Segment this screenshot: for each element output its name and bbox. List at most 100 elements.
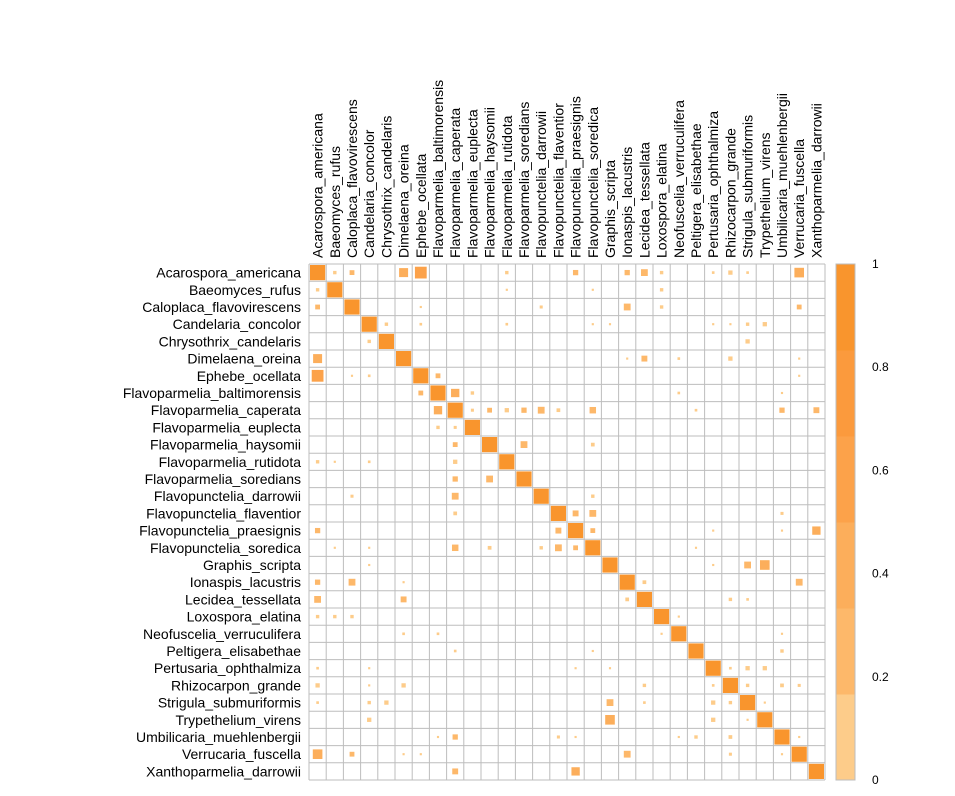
- row-label: Trypethelium_virens: [175, 712, 301, 728]
- correlation-cell: [396, 351, 412, 367]
- correlation-cell: [350, 614, 354, 619]
- correlation-cell: [430, 385, 446, 401]
- column-label: Umbilicaria_muehlenbergii: [774, 93, 790, 258]
- correlation-cell: [728, 700, 733, 705]
- correlation-cell: [711, 717, 716, 722]
- correlation-cell: [368, 563, 371, 567]
- correlation-cell: [572, 269, 579, 276]
- correlation-cell: [574, 735, 577, 739]
- correlation-cell: [505, 322, 509, 326]
- correlation-cell: [350, 374, 354, 377]
- legend-tick-label: 0.8: [872, 360, 889, 374]
- correlation-cell: [796, 304, 802, 310]
- row-label: Flavopunctelia_darrowii: [154, 488, 301, 504]
- correlation-cell: [349, 751, 355, 757]
- correlation-cell: [780, 632, 784, 635]
- correlation-cell: [712, 529, 715, 532]
- correlation-cell: [333, 546, 336, 549]
- correlation-cell: [464, 419, 480, 435]
- row-label: Umbilicaria_muehlenbergii: [136, 729, 301, 745]
- row-label: Pertusaria_ophthalmiza: [154, 660, 301, 676]
- correlation-cell: [310, 265, 326, 281]
- column-label: Verrucaria_fuscella: [791, 139, 807, 258]
- correlation-cell: [798, 735, 801, 739]
- correlation-cell: [470, 391, 475, 395]
- correlation-cell: [573, 545, 579, 551]
- correlation-cell: [779, 407, 785, 413]
- column-label: Loxospora_elatina: [654, 143, 670, 258]
- correlation-cell: [763, 701, 766, 704]
- correlation-cell: [694, 735, 698, 739]
- correlation-cell: [641, 269, 648, 276]
- correlation-cell: [660, 632, 663, 635]
- column-label: Strigula_submuriformis: [740, 115, 756, 258]
- correlation-cell: [791, 746, 807, 762]
- correlation-cell: [591, 494, 595, 498]
- correlation-cell: [419, 322, 423, 326]
- correlation-cell: [313, 354, 323, 364]
- correlation-cell: [533, 488, 549, 504]
- correlation-cell: [521, 407, 527, 413]
- row-label: Acarospora_americana: [156, 265, 301, 281]
- correlation-cell: [367, 700, 371, 705]
- correlation-cell: [780, 529, 784, 532]
- correlation-cell: [606, 699, 614, 706]
- correlation-cell: [384, 322, 389, 326]
- column-label: Rhizocarpon_grande: [722, 128, 738, 258]
- correlation-cell: [452, 476, 458, 482]
- correlation-cell: [694, 546, 698, 549]
- correlation-cell: [368, 667, 371, 670]
- row-label: Flavoparmelia_rutidota: [159, 454, 302, 470]
- correlation-cell: [757, 712, 773, 728]
- correlation-cell: [608, 323, 612, 326]
- column-label: Caloplaca_flavovirescens: [344, 99, 360, 258]
- legend-tick-label: 0.6: [872, 463, 889, 477]
- correlation-cell: [451, 388, 460, 398]
- correlation-cell: [602, 557, 618, 573]
- correlation-cell: [384, 700, 389, 705]
- correlation-cell: [555, 544, 562, 552]
- correlation-cell: [671, 626, 687, 642]
- correlation-cell: [585, 540, 601, 556]
- correlation-cell: [516, 471, 532, 487]
- row-label: Flavopunctelia_praesignis: [139, 523, 301, 539]
- correlation-cell: [795, 578, 803, 586]
- legend-border: [835, 263, 856, 781]
- correlation-cell: [315, 288, 320, 292]
- row-label: Baeomyces_rufus: [189, 282, 301, 298]
- correlation-cell: [400, 596, 407, 603]
- correlation-cell: [453, 511, 458, 516]
- correlation-cell: [728, 735, 733, 739]
- correlation-cell: [436, 735, 440, 739]
- correlation-cell: [367, 717, 372, 722]
- correlation-cell: [435, 373, 441, 379]
- column-label: Pertusaria_ophthalmiza: [705, 111, 721, 258]
- correlation-cell: [314, 527, 321, 534]
- correlation-cell: [452, 768, 459, 775]
- correlation-cell: [705, 660, 721, 676]
- correlation-cell: [367, 460, 371, 464]
- correlation-cell: [314, 579, 321, 585]
- column-label: Flavoparmelia_baltimorensis: [430, 80, 446, 258]
- correlation-cell: [401, 683, 406, 688]
- correlation-cell: [333, 614, 337, 619]
- correlation-cell: [499, 454, 515, 470]
- correlation-cell: [745, 683, 750, 688]
- row-label: Verrucaria_fuscella: [182, 746, 301, 762]
- legend-tick-label: 0.4: [872, 567, 889, 581]
- correlation-cell: [746, 718, 749, 721]
- correlation-cell: [745, 339, 750, 344]
- correlation-cell: [436, 632, 440, 636]
- correlation-cell: [314, 596, 321, 603]
- column-label: Neofuscelia_verruculifera: [671, 100, 687, 258]
- correlation-cell: [677, 357, 681, 360]
- row-label: Xanthoparmelia_darrowii: [146, 763, 301, 779]
- correlation-cell: [746, 271, 749, 274]
- row-label: Peltigera_elisabethae: [166, 643, 301, 659]
- correlation-cell: [327, 282, 343, 298]
- correlation-cell: [590, 442, 595, 447]
- correlation-cell: [520, 441, 528, 448]
- correlation-cell: [487, 407, 493, 413]
- correlation-cell: [728, 597, 733, 602]
